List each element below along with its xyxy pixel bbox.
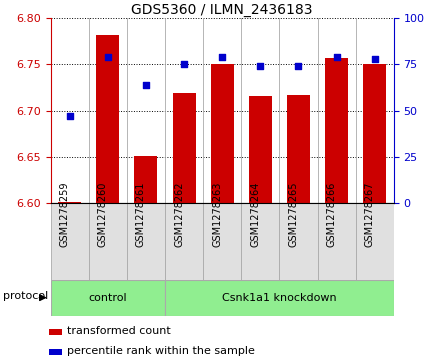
Text: GSM1278265: GSM1278265: [289, 182, 298, 248]
Bar: [279, 203, 318, 280]
Point: [219, 54, 226, 60]
Text: GSM1278259: GSM1278259: [60, 182, 70, 248]
Text: GSM1278266: GSM1278266: [326, 182, 337, 248]
Point: [66, 113, 73, 119]
Text: transformed count: transformed count: [67, 326, 171, 337]
Bar: [211, 64, 234, 203]
Bar: [249, 96, 272, 203]
Bar: [165, 203, 203, 280]
Bar: [89, 203, 127, 280]
Text: GSM1278261: GSM1278261: [136, 182, 146, 248]
Bar: [49, 329, 62, 335]
Bar: [58, 202, 81, 203]
Bar: [356, 203, 394, 280]
Text: GSM1278264: GSM1278264: [250, 182, 260, 248]
Bar: [363, 64, 386, 203]
Bar: [287, 95, 310, 203]
Point: [371, 56, 378, 62]
Title: GDS5360 / ILMN_2436183: GDS5360 / ILMN_2436183: [132, 3, 313, 17]
Text: percentile rank within the sample: percentile rank within the sample: [67, 346, 255, 356]
Text: control: control: [88, 293, 127, 303]
Text: Csnk1a1 knockdown: Csnk1a1 knockdown: [222, 293, 337, 303]
Bar: [49, 349, 62, 355]
Bar: [241, 203, 279, 280]
Bar: [51, 280, 165, 316]
Bar: [325, 58, 348, 203]
Text: protocol: protocol: [3, 291, 48, 301]
Bar: [51, 203, 89, 280]
Point: [104, 54, 111, 60]
Text: GSM1278263: GSM1278263: [212, 182, 222, 248]
Point: [143, 82, 150, 88]
Bar: [203, 203, 241, 280]
Point: [295, 64, 302, 69]
Point: [180, 61, 187, 68]
Text: GSM1278267: GSM1278267: [365, 182, 375, 248]
Text: GSM1278262: GSM1278262: [174, 182, 184, 248]
Point: [333, 54, 340, 60]
Bar: [318, 203, 356, 280]
Bar: [96, 35, 119, 203]
Bar: [135, 156, 158, 203]
Text: GSM1278260: GSM1278260: [98, 182, 108, 248]
Bar: [165, 280, 394, 316]
Bar: [127, 203, 165, 280]
Bar: [172, 93, 195, 203]
Point: [257, 64, 264, 69]
